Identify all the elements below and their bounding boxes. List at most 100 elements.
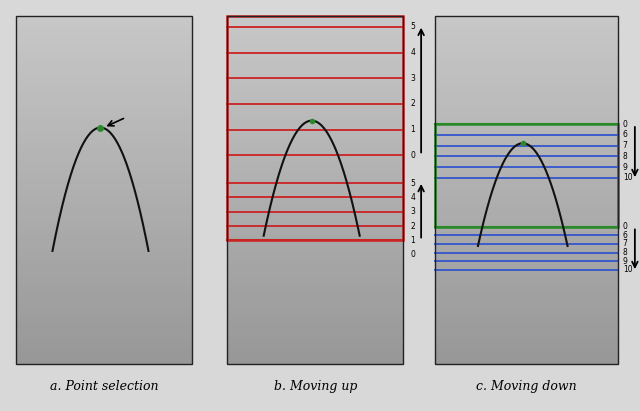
Bar — [16, 16, 192, 364]
Bar — [435, 178, 618, 184]
Bar — [227, 306, 403, 312]
Bar — [435, 92, 618, 97]
Bar — [227, 161, 403, 167]
Bar — [16, 121, 192, 127]
Bar — [435, 289, 618, 294]
Bar — [16, 254, 192, 260]
Bar — [227, 16, 403, 364]
Bar — [435, 80, 618, 86]
Bar — [227, 121, 403, 127]
Bar — [16, 266, 192, 271]
Bar — [16, 341, 192, 346]
Bar — [435, 45, 618, 51]
Bar — [227, 335, 403, 341]
Bar — [435, 266, 618, 271]
Bar — [435, 346, 618, 352]
Text: 4: 4 — [410, 193, 415, 202]
Bar — [435, 260, 618, 266]
Bar — [227, 57, 403, 63]
Bar — [227, 254, 403, 260]
Bar — [16, 97, 192, 103]
Bar — [16, 242, 192, 248]
Bar — [227, 294, 403, 300]
Bar — [16, 69, 192, 74]
Bar — [16, 335, 192, 341]
Bar — [227, 178, 403, 184]
Bar — [435, 51, 618, 57]
Bar — [16, 150, 192, 155]
Bar — [16, 323, 192, 329]
Bar — [16, 190, 192, 196]
Bar — [16, 28, 192, 34]
Bar — [16, 74, 192, 80]
Text: 0: 0 — [623, 222, 628, 231]
Bar — [16, 346, 192, 352]
Bar — [16, 277, 192, 283]
Bar — [227, 92, 403, 97]
Bar — [227, 248, 403, 254]
Bar — [435, 219, 618, 225]
Text: 7: 7 — [623, 141, 628, 150]
Bar — [16, 22, 192, 28]
Bar — [227, 190, 403, 196]
Bar — [435, 16, 618, 22]
Text: 2: 2 — [410, 99, 415, 109]
Bar — [435, 34, 618, 39]
Text: 9: 9 — [623, 257, 628, 266]
Bar — [435, 312, 618, 317]
Bar — [227, 236, 403, 242]
Bar — [435, 121, 618, 127]
Bar — [435, 115, 618, 121]
Text: 7: 7 — [623, 240, 628, 248]
Bar — [435, 39, 618, 45]
Text: 1: 1 — [410, 236, 415, 245]
Text: 6: 6 — [623, 130, 628, 139]
Bar — [227, 155, 403, 161]
Bar — [16, 127, 192, 132]
Bar — [435, 306, 618, 312]
Bar — [227, 213, 403, 219]
Bar — [16, 109, 192, 115]
Bar — [227, 173, 403, 178]
Bar — [435, 74, 618, 80]
Bar — [16, 92, 192, 97]
Text: 10: 10 — [623, 173, 632, 182]
Bar — [435, 323, 618, 329]
Bar — [16, 271, 192, 277]
Text: b. Moving up: b. Moving up — [273, 380, 357, 393]
Bar — [227, 150, 403, 155]
Text: 4: 4 — [410, 48, 415, 57]
Text: 0: 0 — [623, 120, 628, 129]
Text: a. Point selection: a. Point selection — [50, 380, 158, 393]
Bar — [227, 167, 403, 173]
Bar — [227, 45, 403, 51]
Bar — [16, 34, 192, 39]
Bar — [16, 236, 192, 242]
Bar — [16, 184, 192, 190]
Bar — [16, 306, 192, 312]
Bar — [435, 144, 618, 150]
Bar — [227, 103, 403, 109]
Bar — [16, 300, 192, 306]
Bar — [435, 132, 618, 138]
Bar — [16, 289, 192, 294]
Bar — [16, 208, 192, 213]
Bar — [16, 132, 192, 138]
Bar — [227, 34, 403, 39]
Bar — [16, 202, 192, 208]
Bar — [435, 335, 618, 341]
Bar — [435, 208, 618, 213]
Bar — [435, 317, 618, 323]
Bar — [435, 155, 618, 161]
Bar — [227, 317, 403, 323]
Text: 5: 5 — [410, 179, 415, 188]
Bar — [227, 63, 403, 69]
Bar — [227, 260, 403, 266]
Bar — [227, 225, 403, 231]
Bar — [435, 329, 618, 335]
Bar — [16, 294, 192, 300]
Text: 1: 1 — [410, 125, 415, 134]
Bar — [16, 86, 192, 92]
Bar — [435, 358, 618, 364]
Bar — [227, 323, 403, 329]
